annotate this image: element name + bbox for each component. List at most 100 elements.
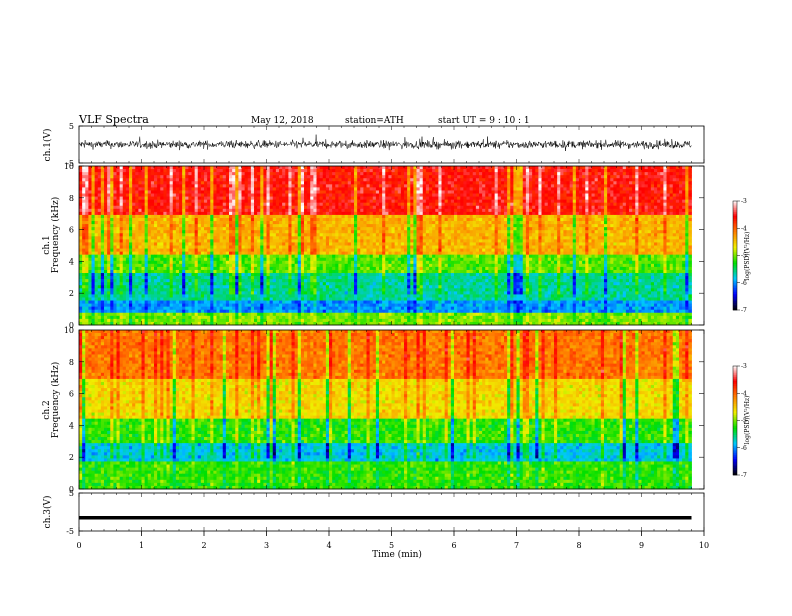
spectrogram-cell — [107, 203, 111, 206]
spectrogram-cell — [79, 190, 83, 193]
spectrogram-cell — [635, 194, 639, 197]
spectrogram-cell — [251, 178, 255, 181]
spectrogram-cell — [317, 233, 321, 236]
spectrogram-cell — [563, 215, 567, 218]
spectrogram-cell — [157, 200, 161, 203]
spectrogram-cell — [532, 209, 536, 212]
spectrogram-cell — [292, 215, 296, 218]
spectrogram-cell — [523, 224, 527, 227]
spectrogram-cell — [498, 187, 502, 190]
spectrogram-cell — [607, 169, 611, 172]
spectrogram-cell — [113, 230, 117, 233]
spectrogram-cell — [495, 227, 499, 230]
spectrogram-cell — [163, 187, 167, 190]
spectrogram-cell — [360, 221, 364, 224]
spectrogram-cell — [157, 203, 161, 206]
spectrogram-cell — [248, 203, 252, 206]
spectrogram-cell — [135, 233, 139, 236]
spectrogram-cell — [407, 166, 411, 169]
spectrogram-cell — [320, 215, 324, 218]
spectrogram-cell — [351, 172, 355, 175]
spectrogram-cell — [645, 190, 649, 193]
spectrogram-cell — [638, 181, 642, 184]
spectrogram-cell — [648, 233, 652, 236]
spectrogram-cell — [657, 230, 661, 233]
spectrogram-cell — [485, 224, 489, 227]
spectrogram-cell — [670, 215, 674, 218]
spectrogram-cell — [585, 215, 589, 218]
spectrogram-cell — [251, 212, 255, 215]
spectrogram-cell — [548, 224, 552, 227]
spectrogram-cell — [126, 172, 130, 175]
spectrogram-cell — [595, 194, 599, 197]
spectrogram-cell — [438, 230, 442, 233]
spectrogram-cell — [501, 200, 505, 203]
spectrogram-cell — [320, 230, 324, 233]
spectrogram-cell — [242, 218, 246, 221]
spectrogram-cell — [623, 233, 627, 236]
spectrogram-cell — [310, 224, 314, 227]
spectrogram-cell — [623, 221, 627, 224]
spectrogram-cell — [673, 181, 677, 184]
spectrogram-cell — [582, 178, 586, 181]
spectrogram-cell — [248, 209, 252, 212]
spectrogram-cell — [248, 200, 252, 203]
spectrogram-cell — [110, 242, 114, 245]
spectrogram-cell — [235, 184, 239, 187]
spectrogram-cell — [417, 175, 421, 178]
spectrogram-cell — [101, 178, 105, 181]
spectrogram-cell — [120, 218, 124, 221]
spectrogram-cell — [326, 178, 330, 181]
spectrogram-cell — [398, 233, 402, 236]
spectrogram-cell — [320, 221, 324, 224]
spectrogram-cell — [623, 197, 627, 200]
spectrogram-cell — [426, 230, 430, 233]
spectrogram-cell — [473, 233, 477, 236]
spectrogram-cell — [104, 175, 108, 178]
spectrogram-cell — [370, 197, 374, 200]
spectrogram-cell — [626, 206, 630, 209]
spectrogram-cell — [573, 172, 577, 175]
spectrogram-cell — [82, 178, 86, 181]
spectrogram-cell — [667, 181, 671, 184]
spectrogram-cell — [270, 233, 274, 236]
spectrogram-cell — [354, 178, 358, 181]
spectrogram-cell — [448, 227, 452, 230]
spectrogram-cell — [501, 181, 505, 184]
spectrogram-cell — [657, 236, 661, 239]
spectrogram-cell — [242, 230, 246, 233]
spectrogram-cell — [582, 215, 586, 218]
spectrogram-cell — [645, 233, 649, 236]
spectrogram-cell — [95, 224, 99, 227]
spectrogram-cell — [267, 169, 271, 172]
spectrogram-cell — [526, 215, 530, 218]
spectrogram-cell — [551, 178, 555, 181]
spectrogram-cell — [548, 230, 552, 233]
spectrogram-cell — [520, 169, 524, 172]
spectrogram-cell — [210, 227, 214, 230]
spectrogram-cell — [323, 172, 327, 175]
spectrogram-cell — [432, 236, 436, 239]
spectrogram-cell — [113, 187, 117, 190]
spectrogram-cell — [373, 209, 377, 212]
spectrogram-cell — [601, 190, 605, 193]
spectrogram-cell — [554, 227, 558, 230]
spectrogram-cell — [129, 230, 133, 233]
spectrogram-cell — [132, 209, 136, 212]
spectrogram-cell — [345, 169, 349, 172]
spectrogram-cell — [276, 190, 280, 193]
spectrogram-cell — [620, 209, 624, 212]
spectrogram-cell — [360, 215, 364, 218]
spectrogram-cell — [426, 187, 430, 190]
spectrogram-cell — [532, 221, 536, 224]
spectrogram-cell — [463, 190, 467, 193]
spectrogram-cell — [582, 190, 586, 193]
spectrogram-cell — [395, 166, 399, 169]
spectrogram-cell — [688, 200, 692, 203]
spectrogram-cell — [576, 181, 580, 184]
spectrogram-cell — [142, 166, 146, 169]
spectrogram-cell — [317, 169, 321, 172]
spectrogram-cell — [335, 169, 339, 172]
spectrogram-cell — [407, 172, 411, 175]
spectrogram-cell — [417, 236, 421, 239]
